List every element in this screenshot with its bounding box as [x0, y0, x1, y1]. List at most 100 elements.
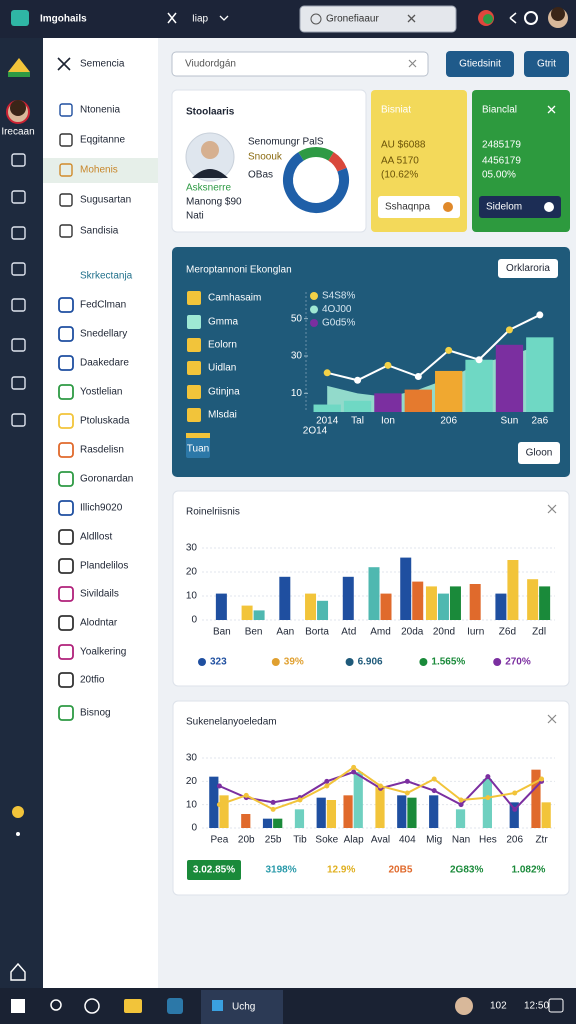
x-tick-label: Mig: [426, 835, 442, 846]
bar: [404, 389, 432, 412]
bar: [539, 586, 551, 620]
bar: [526, 337, 554, 412]
panel-list-item: Gmma: [208, 317, 238, 328]
rail-icon[interactable]: [11, 298, 26, 312]
rail-home[interactable]: [10, 962, 26, 981]
sidebar-section: Skrkectanja: [80, 271, 133, 282]
search-box[interactable]: [299, 5, 457, 33]
start-icon[interactable]: [11, 999, 25, 1013]
panel-list-icon: [187, 315, 201, 329]
icon-rail: [0, 38, 43, 988]
card-close[interactable]: [547, 504, 557, 514]
stat-dot: [419, 658, 428, 666]
sidebar-item: Mohenis: [80, 165, 118, 176]
line: [326, 314, 541, 382]
stat-dot: [198, 658, 206, 666]
line-point: [351, 769, 357, 775]
sidebar-link-icon: [58, 500, 74, 516]
legend-label: 4OJ00: [322, 304, 352, 315]
rail-avatar-label: Irecaan: [1, 127, 34, 138]
bar: [400, 557, 412, 620]
task-view-icon[interactable]: [84, 998, 100, 1014]
rail-icon[interactable]: [11, 262, 26, 276]
bar: [305, 593, 317, 620]
bar: [437, 593, 449, 620]
app-icon[interactable]: [167, 998, 183, 1014]
line-point: [431, 776, 437, 782]
line-point: [458, 797, 464, 803]
sidebar-link-icon: [58, 586, 74, 602]
sidebar-link-icon: [58, 355, 74, 371]
bar: [273, 818, 283, 828]
rail-icon[interactable]: [11, 226, 26, 240]
stat-value: 3198%: [266, 865, 297, 876]
stat-value: 6.906: [358, 657, 383, 668]
stat-value: 39%: [284, 657, 304, 668]
x-tick-label: Nan: [452, 835, 470, 846]
stat-button[interactable]: [378, 196, 460, 218]
line-point: [323, 369, 331, 377]
stat-line: AA 5170: [381, 156, 419, 167]
rail-icon[interactable]: [11, 376, 26, 390]
toolbar-button[interactable]: [446, 51, 514, 77]
sidebar-item-icon: [59, 103, 73, 117]
line-point: [539, 776, 545, 782]
bar: [317, 600, 329, 620]
sidebar-item: Eqgitanne: [80, 135, 125, 146]
x-tick-label: Alap: [344, 835, 364, 846]
stat-line: 05.00%: [482, 170, 516, 181]
x-tick-label: 20nd: [433, 627, 455, 638]
sidebar-link: Snedellary: [80, 329, 127, 340]
bar: [455, 809, 466, 828]
panel-list-icon: [187, 385, 201, 399]
y-tick-label: 10: [186, 591, 198, 602]
line-point: [384, 361, 392, 369]
toolbar-button[interactable]: [524, 51, 569, 77]
y-tick-label: 30: [186, 753, 198, 764]
panel-button[interactable]: [498, 259, 558, 278]
y-tick-label: 50: [291, 313, 303, 324]
sidebar-link: Daakedare: [80, 358, 129, 369]
sidebar-link-icon: [58, 558, 74, 574]
panel-footer-button[interactable]: [518, 442, 560, 464]
donut-segment: [328, 152, 347, 172]
chart-card: [172, 700, 570, 896]
stat-value: 1.565%: [431, 657, 465, 668]
sidebar-link-icon: [58, 615, 74, 631]
bar: [469, 584, 481, 620]
bar: [407, 797, 417, 828]
panel-footer-label: Gloon: [526, 448, 553, 459]
x-tick-label: 25b: [265, 835, 282, 846]
card-close[interactable]: [547, 714, 557, 724]
search-clear: [407, 14, 416, 23]
profile-badge: Asksnerre: [186, 183, 231, 194]
notification-icon[interactable]: [548, 998, 564, 1013]
rail-icon[interactable]: [11, 338, 26, 352]
x-tick-label: Ban: [213, 627, 231, 638]
bar: [397, 795, 407, 828]
folder-icon[interactable]: [124, 999, 142, 1013]
stat-dot: [493, 658, 502, 666]
toolbar-button-label: Gtiedsinit: [459, 59, 501, 70]
rail-icon[interactable]: [11, 190, 26, 204]
rail-icon[interactable]: [11, 413, 26, 427]
search-task-icon[interactable]: [50, 999, 62, 1011]
stat-button[interactable]: [479, 196, 561, 218]
x-tick-label: Tal: [351, 416, 364, 427]
panel-list-icon: [187, 408, 201, 422]
y-tick-label: 20: [186, 776, 198, 787]
y-tick-label: 30: [291, 351, 303, 362]
filter-box[interactable]: [171, 51, 429, 77]
panel-tag-top: [186, 433, 210, 438]
sidebar: [43, 38, 158, 988]
rail-icon[interactable]: [11, 153, 26, 167]
sidebar-link-icon: [58, 529, 74, 545]
stat-button-label: Sshaqnpa: [385, 202, 430, 213]
panel-list-icon: [187, 291, 201, 305]
line-point: [512, 790, 518, 796]
bar: [241, 814, 251, 828]
bar: [449, 586, 461, 620]
x-tick-label: Atd: [341, 627, 356, 638]
line-point: [270, 799, 276, 805]
